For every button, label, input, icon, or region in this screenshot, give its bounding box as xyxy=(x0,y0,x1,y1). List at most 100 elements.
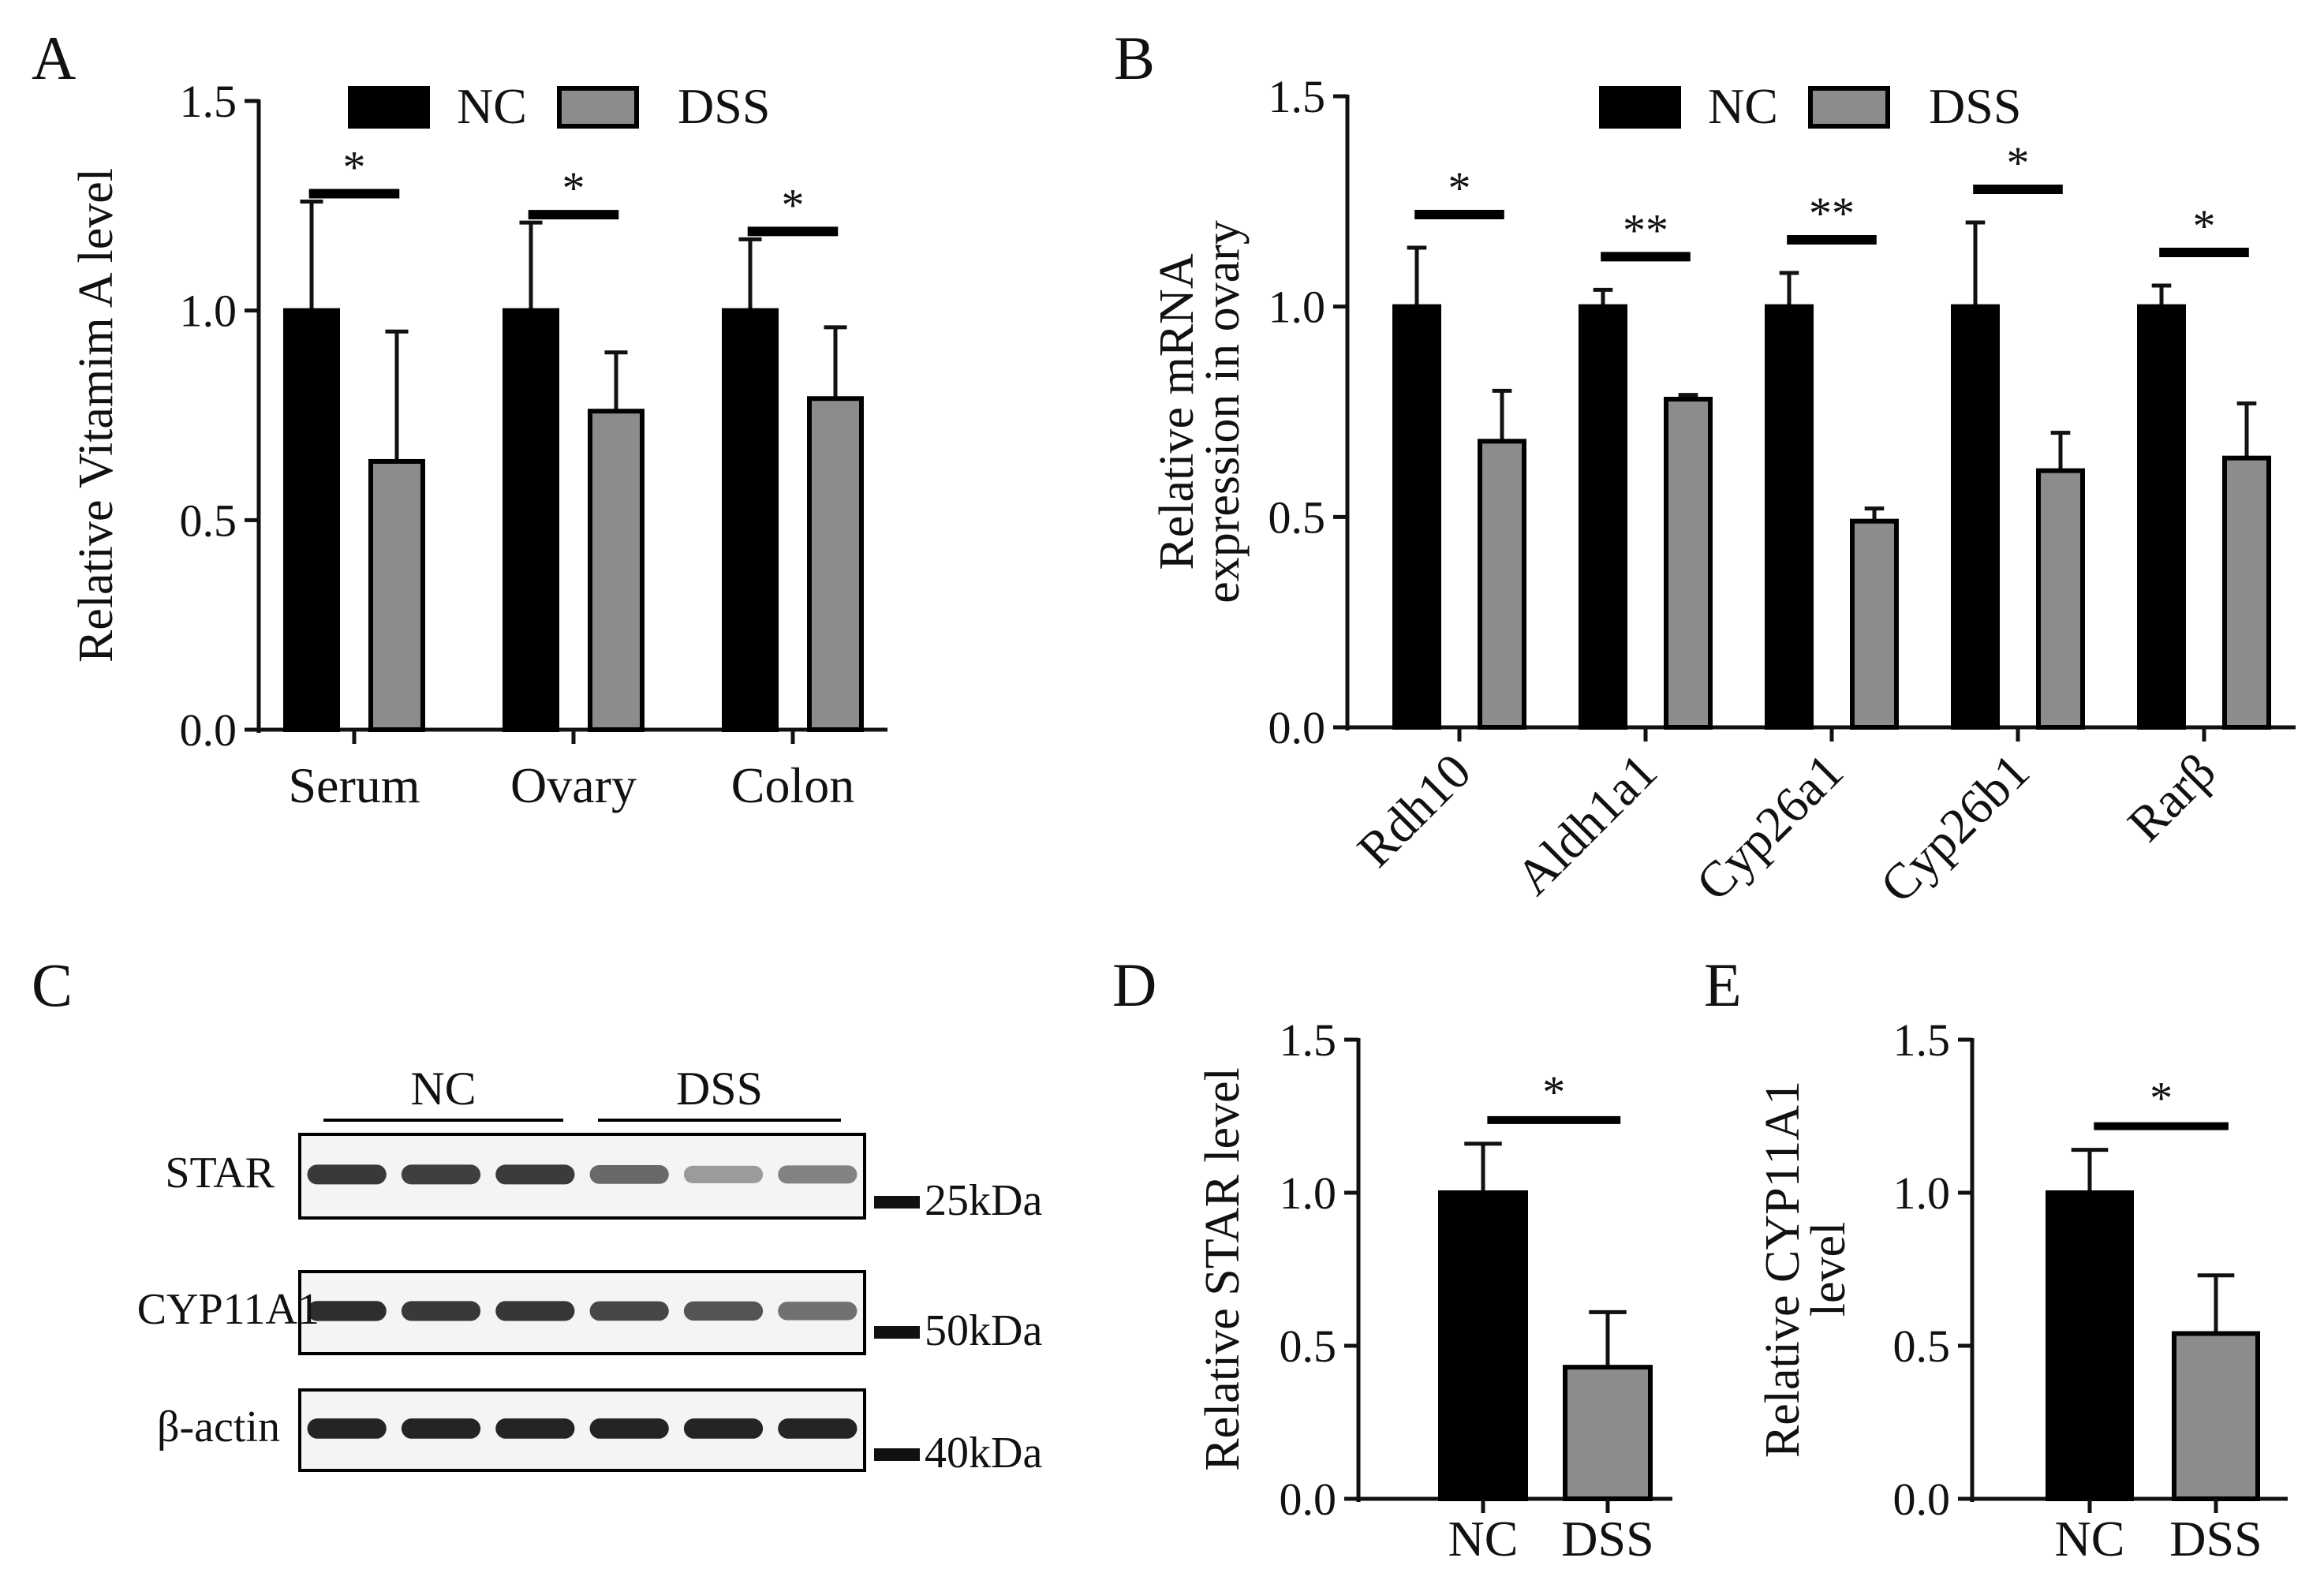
y-tick-label: 0.0 xyxy=(1280,1474,1337,1525)
bar-dss-aldh1a1 xyxy=(1664,397,1713,730)
bar-nc-aldh1a1 xyxy=(1579,304,1627,730)
legend: NC DSS xyxy=(1599,78,2021,134)
y-axis-title-line: expression in ovary xyxy=(1196,220,1250,603)
blot-band xyxy=(495,1164,575,1185)
x-category-label: NC xyxy=(1448,1511,1519,1567)
x-category-label: Rarβ xyxy=(2117,743,2226,853)
x-category-label: Cyp26a1 xyxy=(1685,743,1854,912)
blot-band xyxy=(307,1164,387,1185)
y-axis-title: Relative Vitamim A level xyxy=(69,168,123,663)
mw-label: 50kDa xyxy=(925,1306,1042,1355)
x-category-label: DSS xyxy=(2169,1511,2262,1567)
legend-label-nc: NC xyxy=(457,78,527,134)
blot-row-label: β-actin xyxy=(157,1403,280,1451)
panel-c-western-blot: NC DSS STAR 25kDa CYP11A1 50kDa β-actin 40kDa xyxy=(137,1063,1043,1478)
bar-nc xyxy=(2046,1190,2134,1501)
panel-letter-e: E xyxy=(1704,951,1742,1019)
blot-row-label: STAR xyxy=(165,1149,275,1197)
y-tick-label: 0.0 xyxy=(1268,702,1326,753)
y-tick-label: 1.5 xyxy=(180,76,237,127)
significance-marker: ** xyxy=(1623,204,1668,256)
panel-letter-c: C xyxy=(32,951,73,1019)
blot-band xyxy=(778,1165,857,1184)
blot-group-label-nc: NC xyxy=(410,1063,476,1115)
legend-swatch-dss xyxy=(557,86,639,129)
y-axis-title-line: Relative CYP11A1 xyxy=(1756,1081,1810,1458)
blot-band xyxy=(589,1165,669,1184)
y-tick-label: 1.0 xyxy=(180,286,237,337)
bar-dss-serum xyxy=(368,458,425,732)
significance-marker: * xyxy=(2193,200,2216,252)
y-tick-label: 0.0 xyxy=(1893,1474,1951,1525)
bar-dss-rar xyxy=(2222,455,2271,730)
panel-letter-d: D xyxy=(1112,951,1156,1019)
y-axis-title-line: level xyxy=(1802,1222,1855,1317)
blot-band xyxy=(778,1418,857,1439)
significance-marker: * xyxy=(1448,163,1471,214)
legend-label-dss: DSS xyxy=(678,78,770,134)
x-category-label: DSS xyxy=(1561,1511,1653,1567)
blot-band xyxy=(778,1302,857,1321)
blot-band xyxy=(683,1165,764,1184)
y-tick-label: 1.0 xyxy=(1268,282,1326,333)
mw-marker xyxy=(874,1196,920,1209)
blot-band xyxy=(401,1418,481,1439)
bar-nc xyxy=(1438,1190,1528,1501)
bar-dss xyxy=(1563,1365,1653,1502)
significance-marker: * xyxy=(562,163,585,214)
blot-band xyxy=(589,1301,669,1321)
panel-letter-a: A xyxy=(32,24,76,92)
y-tick-label: 0.5 xyxy=(180,495,237,546)
blot-band xyxy=(495,1301,575,1321)
bar-nc-serum xyxy=(283,308,340,732)
legend-label-nc: NC xyxy=(1708,78,1778,134)
x-category-label: Ovary xyxy=(510,757,637,813)
bar-dss-cyp26b1 xyxy=(2036,468,2085,730)
panel-a-vitamin-a-chart: 0.0 0.5 1.0 1.5 Relative Vitamim A level * Ser… xyxy=(69,76,887,813)
y-tick-label: 0.5 xyxy=(1268,491,1326,543)
x-category-label: Rdh10 xyxy=(1347,743,1481,878)
legend-swatch-dss xyxy=(1808,86,1890,129)
panel-letter-b: B xyxy=(1114,24,1155,92)
y-tick-label: 0.5 xyxy=(1893,1321,1951,1372)
y-axis-title: Relative STAR level xyxy=(1196,1067,1250,1471)
blot-frame xyxy=(298,1133,866,1220)
panel-d-star-chart: 0.0 0.5 1.0 1.5 Relative STAR level NC DSS * xyxy=(1196,1014,1672,1567)
blot-frame xyxy=(298,1388,866,1472)
bar-nc-rar xyxy=(2137,304,2186,730)
y-tick-label: 0.0 xyxy=(180,704,237,756)
y-tick-label: 1.0 xyxy=(1893,1167,1951,1219)
x-category-label: Cyp26b1 xyxy=(1870,743,2040,913)
bar-nc-ovary xyxy=(503,308,559,732)
blot-band xyxy=(683,1418,764,1439)
blot-band xyxy=(307,1418,387,1439)
bar-nc-colon xyxy=(722,308,779,732)
blot-row-star: STAR 25kDa xyxy=(165,1133,1042,1225)
significance-marker: * xyxy=(343,142,366,193)
bar-dss-ovary xyxy=(588,409,645,732)
bar-nc-cyp26b1 xyxy=(1951,304,2000,730)
blot-band xyxy=(683,1301,764,1321)
legend-swatch-nc xyxy=(1599,86,1681,129)
y-tick-label: 0.5 xyxy=(1280,1321,1337,1372)
blot-band xyxy=(495,1418,575,1439)
y-tick-label: 1.0 xyxy=(1280,1167,1337,1219)
y-tick-label: 1.5 xyxy=(1893,1014,1951,1066)
significance-marker: * xyxy=(1542,1067,1565,1118)
blot-band xyxy=(401,1301,481,1321)
mw-label: 25kDa xyxy=(925,1176,1042,1225)
x-category-label: Serum xyxy=(288,757,420,813)
mw-label: 40kDa xyxy=(925,1429,1042,1478)
y-tick-label: 1.5 xyxy=(1280,1014,1337,1066)
blot-row-label: CYP11A1 xyxy=(137,1285,319,1334)
blot-band xyxy=(589,1418,669,1439)
significance-marker: * xyxy=(2007,137,2030,189)
bar-nc-cyp26a1 xyxy=(1765,304,1814,730)
y-tick-label: 1.5 xyxy=(1268,71,1326,122)
significance-marker: ** xyxy=(1809,188,1855,239)
mw-marker xyxy=(874,1448,920,1461)
blot-row-cyp11a1: CYP11A1 50kDa xyxy=(137,1270,1042,1355)
